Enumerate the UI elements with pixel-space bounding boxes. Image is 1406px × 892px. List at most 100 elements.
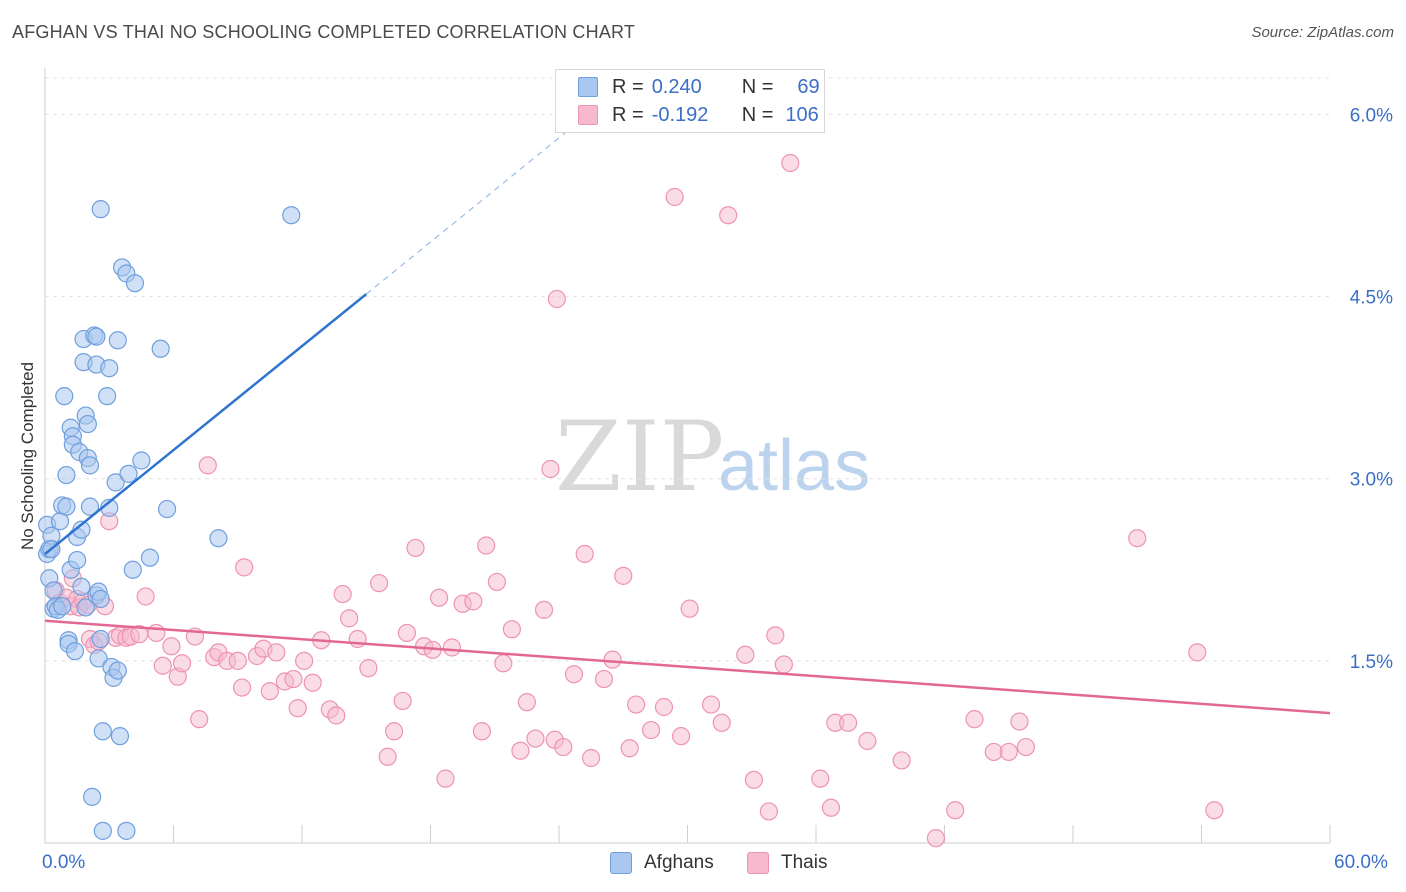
y-tick-label: 3.0% — [1350, 470, 1393, 491]
afghan-point — [91, 200, 110, 219]
thai-point — [999, 742, 1018, 762]
thai-point — [397, 623, 417, 643]
thai-point — [378, 747, 397, 766]
thai-point — [384, 722, 404, 741]
thai-point — [348, 629, 367, 649]
thai-point — [620, 739, 639, 758]
thai-point — [575, 544, 594, 564]
r-label: R = — [612, 103, 644, 126]
thai-point — [228, 651, 247, 670]
thai-point — [547, 289, 566, 309]
thai-point — [564, 665, 584, 684]
thai-point — [340, 609, 359, 628]
thai-point — [267, 643, 286, 662]
afghan-point — [55, 387, 74, 406]
afghan-point — [106, 473, 125, 492]
thai-point — [744, 770, 763, 789]
thai-point — [541, 459, 560, 479]
thai-point — [147, 623, 166, 643]
legend-item-thais[interactable]: Thais — [747, 852, 827, 874]
y-tick-label: 6.0% — [1350, 105, 1393, 126]
afghan-point — [65, 642, 85, 661]
thai-point — [153, 656, 172, 675]
thai-point — [641, 720, 661, 740]
thai-point — [719, 206, 738, 225]
afghan-point — [83, 787, 102, 806]
thai-point — [295, 651, 314, 670]
r-label: R = — [612, 75, 644, 98]
n-label: N = — [741, 103, 774, 126]
r-value: 0.240 — [651, 75, 702, 98]
afghan-point — [91, 629, 110, 649]
afghan-point — [125, 274, 145, 293]
thai-point — [1010, 712, 1029, 731]
thai-point — [626, 695, 646, 714]
afghan-point — [108, 661, 127, 680]
afghan-point — [57, 497, 76, 516]
afghan-point — [44, 581, 63, 600]
thai-point — [1016, 737, 1035, 757]
n-value: 106 — [785, 103, 819, 126]
afghan-point — [76, 598, 95, 617]
legend-label-afghans: Afghans — [644, 852, 714, 873]
thai-point — [526, 729, 545, 748]
legend-item-afghans[interactable]: Afghans — [610, 852, 714, 874]
afghan-point — [132, 451, 151, 470]
thais-swatch — [578, 105, 598, 125]
thai-point — [303, 673, 322, 692]
y-tick-label: 1.5% — [1350, 652, 1393, 673]
legend-row-thais: R = -0.192 N = 106 — [578, 101, 819, 129]
source-label: Source: ZipAtlas.com — [1251, 24, 1394, 41]
thai-point — [1205, 801, 1224, 820]
afghan-point — [80, 456, 100, 475]
thai-point — [172, 654, 192, 673]
watermark-atlas: atlas — [718, 426, 870, 506]
thai-point — [671, 727, 691, 746]
thai-point — [701, 695, 721, 714]
afghan-point — [93, 722, 112, 741]
series-legend: Afghans Thais — [0, 852, 1406, 878]
legend-label-thais: Thais — [781, 852, 828, 873]
thai-point — [1128, 529, 1147, 548]
watermark-zip: ZIP — [555, 401, 724, 513]
afghan-point — [119, 464, 138, 483]
thai-point — [858, 731, 877, 751]
thai-point — [534, 600, 554, 619]
thai-point — [517, 693, 536, 712]
thai-point — [284, 669, 303, 689]
afghans-legend-swatch — [610, 852, 632, 874]
correlation-legend: R = 0.240 N = 69 R = -0.192 N = 106 — [555, 69, 825, 133]
thai-point — [926, 829, 946, 848]
thai-point — [665, 187, 684, 207]
thai-point — [370, 574, 389, 593]
x-tick-label-min: 0.0% — [42, 852, 86, 873]
thai-point — [472, 722, 491, 741]
afghan-point — [87, 327, 106, 346]
afghan-point — [282, 206, 301, 225]
thai-point — [582, 748, 601, 768]
thai-point — [136, 587, 155, 606]
afghan-point — [89, 649, 108, 668]
thai-point — [494, 654, 513, 673]
thai-point — [594, 669, 614, 689]
afghan-point — [117, 821, 136, 840]
thai-point — [892, 751, 911, 770]
thai-point — [436, 769, 455, 788]
afghan-point — [72, 577, 91, 596]
thai-point — [487, 572, 506, 592]
thai-point — [333, 584, 352, 604]
afghan-point — [80, 497, 100, 516]
thai-point — [232, 678, 252, 697]
thai-point — [774, 655, 793, 674]
thai-point — [712, 713, 731, 732]
thai-point — [162, 637, 181, 656]
afghan-point — [53, 597, 72, 616]
thai-point — [327, 706, 346, 725]
afghan-point — [57, 465, 76, 485]
thai-point — [946, 801, 965, 820]
thai-point — [603, 650, 622, 669]
chart-title: AFGHAN VS THAI NO SCHOOLING COMPLETED CO… — [12, 22, 636, 42]
thai-point — [464, 592, 483, 611]
thai-point — [260, 682, 279, 701]
